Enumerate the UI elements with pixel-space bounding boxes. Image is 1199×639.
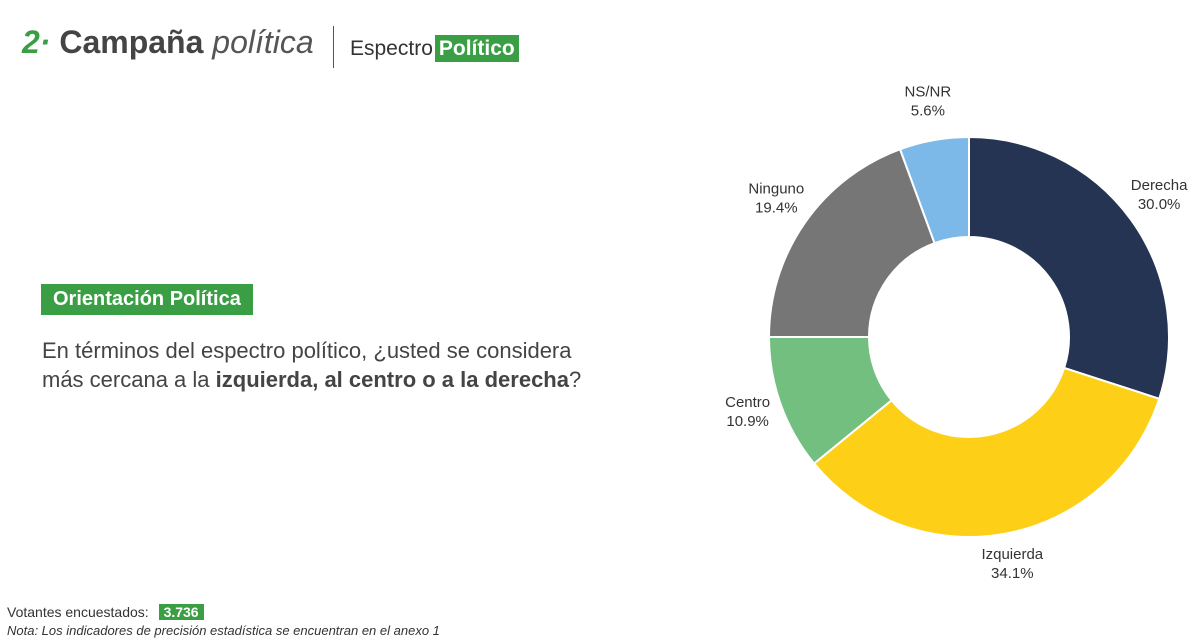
slice-label: Izquierda (981, 546, 1043, 563)
divider (333, 26, 334, 68)
sample: Votantes encuestados: 3.736 (7, 604, 204, 620)
slice-value: 10.9% (726, 413, 769, 430)
header-title: 2· Campaña política (22, 24, 314, 61)
slice-value: 34.1% (991, 565, 1034, 582)
question-tag: Orientación Política (41, 284, 253, 315)
slice-label: Ninguno (748, 180, 804, 197)
header-number: 2· (22, 24, 51, 60)
section-highlight: Político (434, 35, 519, 62)
header-italic: política (212, 24, 314, 60)
donut-slice (767, 147, 936, 338)
question-text: En términos del espectro político, ¿uste… (42, 336, 602, 394)
section-text: Espectro (350, 37, 433, 60)
question-bold: izquierda, al centro o a la derecha (215, 367, 569, 392)
donut-slice (968, 135, 1170, 401)
note: Nota: Los indicadores de precisión estad… (7, 623, 440, 638)
header-main: Campaña (59, 24, 204, 60)
slice-label: Derecha (1131, 177, 1188, 194)
slice-value: 19.4% (755, 199, 798, 216)
donut-slice (812, 366, 1161, 538)
donut-slice (898, 135, 970, 245)
slice-label: NS/NR (905, 84, 952, 101)
slice-value: 5.6% (911, 103, 945, 120)
sample-label: Votantes encuestados: (7, 604, 149, 620)
slice-label: Centro (725, 394, 770, 411)
header-section: Espectro Político (350, 35, 519, 62)
sample-value: 3.736 (158, 604, 204, 620)
slice-value: 30.0% (1138, 196, 1181, 213)
question-part: En términos del espectro político, ¿uste… (42, 338, 572, 392)
question-part: ? (568, 367, 582, 392)
